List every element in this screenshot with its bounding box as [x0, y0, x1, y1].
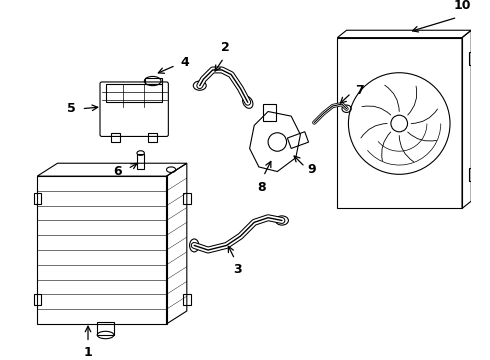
Text: 4: 4: [180, 56, 189, 69]
Bar: [264, 104, 276, 121]
Text: 3: 3: [233, 263, 242, 276]
Bar: [183, 193, 191, 204]
Bar: [145, 78, 162, 84]
Text: 10: 10: [453, 0, 471, 12]
Text: 7: 7: [355, 84, 364, 97]
Bar: [287, 132, 309, 148]
Bar: [106, 84, 162, 102]
Text: 6: 6: [114, 165, 122, 178]
Bar: [469, 53, 479, 65]
Text: 9: 9: [308, 163, 317, 176]
Bar: [33, 294, 41, 305]
Text: 5: 5: [67, 102, 76, 115]
Text: 8: 8: [257, 181, 266, 194]
Bar: [97, 322, 114, 335]
Bar: [183, 294, 191, 305]
Bar: [111, 133, 121, 142]
Bar: [33, 193, 41, 204]
Text: 1: 1: [84, 346, 93, 359]
Bar: [37, 176, 167, 324]
Bar: [469, 168, 479, 181]
Bar: [148, 133, 157, 142]
Text: 2: 2: [221, 41, 230, 54]
Bar: [137, 154, 145, 169]
Bar: [337, 38, 462, 208]
